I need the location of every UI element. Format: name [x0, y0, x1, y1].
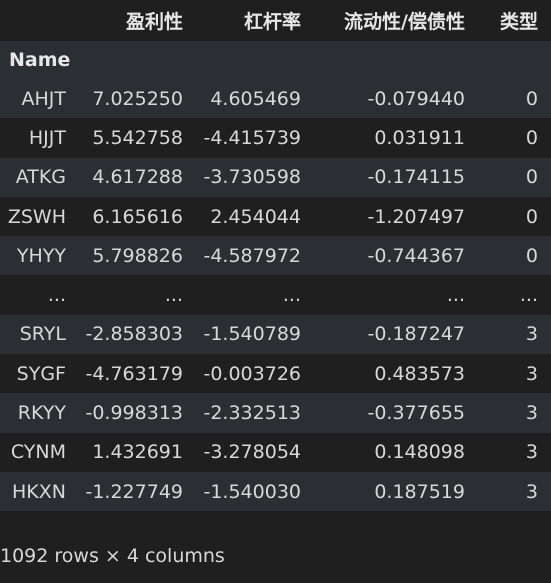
- cell-leverage: -2.332513: [197, 393, 315, 433]
- index-name-filler: [479, 41, 551, 79]
- table-row: HJJT 5.542758 -4.415739 0.031911 0: [0, 118, 551, 158]
- cell-leverage: -1.540030: [197, 471, 315, 512]
- cell-type: 0: [479, 157, 551, 197]
- dataframe-output: 盈利性 杠杆率 流动性/偿债性 类型 Name AHJT 7.025250 4.…: [0, 0, 551, 512]
- table-row: ZSWH 6.165616 2.454044 -1.207497 0: [0, 196, 551, 237]
- cell-liquidity: -0.187247: [315, 314, 479, 355]
- cell-profitability: ...: [80, 275, 197, 315]
- index-name-row: Name: [0, 41, 551, 79]
- ellipsis-row: ... ... ... ... ...: [0, 275, 551, 315]
- table-row: AHJT 7.025250 4.605469 -0.079440 0: [0, 79, 551, 119]
- cell-leverage: ...: [197, 275, 315, 315]
- table-row: ATKG 4.617288 -3.730598 -0.174115 0: [0, 157, 551, 197]
- shape-caption: 1092 rows × 4 columns: [0, 545, 225, 567]
- cell-liquidity: ...: [315, 275, 479, 315]
- column-header-leverage: 杠杆率: [197, 0, 315, 41]
- row-label: SYGF: [0, 354, 80, 394]
- row-label: CYNM: [0, 432, 80, 472]
- cell-liquidity: 0.148098: [315, 432, 479, 472]
- cell-profitability: 1.432691: [80, 432, 197, 472]
- table-row: SRYL -2.858303 -1.540789 -0.187247 3: [0, 314, 551, 355]
- row-label: ...: [0, 275, 80, 315]
- cell-profitability: 5.542758: [80, 118, 197, 158]
- cell-liquidity: -0.079440: [315, 79, 479, 119]
- column-header-type: 类型: [479, 0, 551, 41]
- cell-profitability: -1.227749: [80, 471, 197, 512]
- cell-leverage: -3.730598: [197, 157, 315, 197]
- row-label: HJJT: [0, 118, 80, 158]
- cell-type: 3: [479, 393, 551, 433]
- cell-profitability: -4.763179: [80, 354, 197, 394]
- row-label: RKYY: [0, 393, 80, 433]
- cell-leverage: -0.003726: [197, 354, 315, 394]
- cell-type: 3: [479, 432, 551, 472]
- row-label: YHYY: [0, 236, 80, 276]
- cell-type: 3: [479, 471, 551, 512]
- table-row: RKYY -0.998313 -2.332513 -0.377655 3: [0, 393, 551, 433]
- cell-profitability: 5.798826: [80, 236, 197, 276]
- cell-profitability: -2.858303: [80, 314, 197, 355]
- cell-liquidity: 0.483573: [315, 354, 479, 394]
- cell-type: 0: [479, 236, 551, 276]
- cell-liquidity: -0.744367: [315, 236, 479, 276]
- column-header-liquidity-solvency: 流动性/偿债性: [315, 0, 479, 41]
- cell-profitability: 7.025250: [80, 79, 197, 119]
- row-label: AHJT: [0, 79, 80, 119]
- cell-leverage: -4.415739: [197, 118, 315, 158]
- cell-profitability: -0.998313: [80, 393, 197, 433]
- cell-liquidity: 0.031911: [315, 118, 479, 158]
- row-label: ATKG: [0, 157, 80, 197]
- table-row: HKXN -1.227749 -1.540030 0.187519 3: [0, 471, 551, 512]
- dataframe-table: 盈利性 杠杆率 流动性/偿债性 类型 Name AHJT 7.025250 4.…: [0, 0, 551, 512]
- cell-liquidity: 0.187519: [315, 471, 479, 512]
- index-name: Name: [0, 41, 80, 79]
- table-row: CYNM 1.432691 -3.278054 0.148098 3: [0, 432, 551, 472]
- row-label: HKXN: [0, 471, 80, 512]
- cell-leverage: -1.540789: [197, 314, 315, 355]
- index-name-filler: [197, 41, 315, 79]
- cell-leverage: -4.587972: [197, 236, 315, 276]
- index-name-filler: [80, 41, 197, 79]
- row-label: SRYL: [0, 314, 80, 355]
- cell-type: ...: [479, 275, 551, 315]
- column-header-row: 盈利性 杠杆率 流动性/偿债性 类型: [0, 0, 551, 41]
- table-row: YHYY 5.798826 -4.587972 -0.744367 0: [0, 236, 551, 276]
- cell-profitability: 6.165616: [80, 196, 197, 237]
- cell-liquidity: -0.377655: [315, 393, 479, 433]
- cell-leverage: 4.605469: [197, 79, 315, 119]
- column-header-profitability: 盈利性: [80, 0, 197, 41]
- cell-type: 0: [479, 118, 551, 158]
- cell-leverage: 2.454044: [197, 196, 315, 237]
- cell-type: 0: [479, 79, 551, 119]
- cell-type: 0: [479, 196, 551, 237]
- cell-liquidity: -1.207497: [315, 196, 479, 237]
- table-body: AHJT 7.025250 4.605469 -0.079440 0 HJJT …: [0, 79, 551, 512]
- row-label: ZSWH: [0, 196, 80, 237]
- cell-liquidity: -0.174115: [315, 157, 479, 197]
- column-header-blank: [0, 0, 80, 41]
- table-row: SYGF -4.763179 -0.003726 0.483573 3: [0, 354, 551, 394]
- cell-profitability: 4.617288: [80, 157, 197, 197]
- index-name-filler: [315, 41, 479, 79]
- cell-type: 3: [479, 354, 551, 394]
- cell-type: 3: [479, 314, 551, 355]
- cell-leverage: -3.278054: [197, 432, 315, 472]
